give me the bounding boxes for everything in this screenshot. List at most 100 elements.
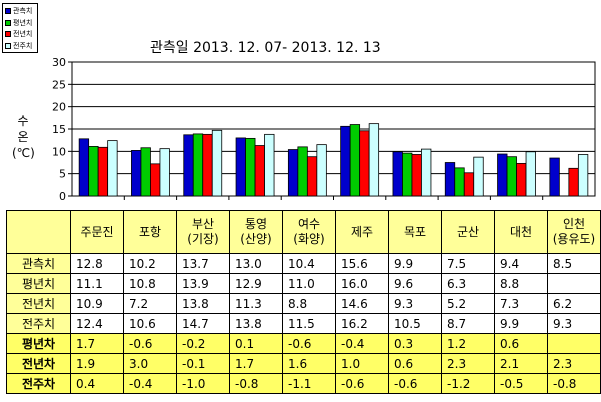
value-cell: 13.9 [176,273,230,294]
table-row: 전주차 0.4 -0.4 -1.0 -0.8 -1.1 -0.6 -0.6 -1.2 -0.5 -0… [6,373,601,394]
bar [287,149,299,197]
value-cell: -0.1 [176,353,230,374]
station-header-cell: 대천 [494,210,548,254]
legend-item: 전년치 [5,29,32,39]
bar [107,140,118,197]
bar [497,153,508,197]
bar [368,123,380,197]
legend-swatch [5,19,11,26]
value-cell: 1.9 [70,353,124,374]
value-cell: 12.8 [70,253,124,274]
value-cell: -0.8 [547,373,601,394]
y-tick-label: 5 [59,168,66,181]
value-cell: 9.4 [494,253,548,274]
station-header-cell: 여수 (화양) [282,210,336,254]
y-axis-label-line: 수 [17,114,29,128]
legend-swatch [5,42,11,49]
value-cell: 1.2 [441,333,495,354]
bar [402,152,413,197]
bar [444,162,456,197]
table-row: 평년치 11.1 10.8 13.9 12.9 11.0 16.0 9.6 6.3 8.8 [6,273,601,294]
station-name: 통영 [244,217,268,231]
value-cell: 13.7 [176,253,230,274]
station-header-cell: 제주 [335,210,389,254]
value-cell: 13.8 [229,313,283,334]
value-cell: 7.2 [123,293,177,314]
station-name: 군산 [456,224,480,239]
station-header-cell: 군산 [441,210,495,254]
station-name: 인천 [562,217,586,231]
value-cell: 0.6 [494,333,548,354]
bar [264,133,275,197]
value-cell: 10.6 [123,313,177,334]
value-cell: 9.3 [547,313,601,334]
bar [577,154,589,197]
value-cell: 9.9 [388,253,442,274]
bar [454,167,465,197]
table-row: 전년차 1.9 3.0 -0.1 1.7 1.6 1.0 0.6 2.3 2.1 2.3 [6,353,601,374]
bar-chart: 0 5 10 15 20 25 30 [52,56,596,203]
table-row: 전주치 12.4 10.6 14.7 13.8 11.5 16.2 10.5 8.7 9.9 9.3 [6,313,601,334]
table-row: 전년치 10.9 7.2 13.8 11.3 8.8 14.6 9.3 5.2 7.3 6.2 [6,293,601,314]
value-cell: 11.5 [282,313,336,334]
legend-item: 전주치 [5,41,32,51]
legend-swatch [5,31,11,37]
bar [392,151,403,197]
station-name: (용유도) [552,232,596,246]
value-cell: 10.9 [70,293,124,314]
value-cell: 9.3 [388,293,442,314]
table-header-row: 주문진 포항 부산 (기장) 통영 (산양) 여수 (화양) 제주 목포 군산 대천 인천 (용유도) [6,210,601,254]
bar [150,163,161,197]
table-row: 관측치 12.8 10.2 13.7 13.0 10.4 15.6 9.9 7.5 9.4 8.5 [6,253,601,274]
value-cell: 1.7 [70,333,124,354]
bar [516,162,527,197]
value-cell: 1.7 [229,353,283,374]
value-cell: -0.6 [282,333,336,354]
value-cell: 2.3 [547,353,601,374]
legend-label: 평년치 [13,18,33,27]
legend-label: 전주치 [13,41,33,50]
value-cell: 9.9 [494,313,548,334]
row-label-cell: 전주차 [6,373,71,394]
value-cell: -0.4 [335,333,389,354]
legend-swatch [5,8,11,14]
row-label-cell: 전년치 [6,293,71,314]
y-axis-label: 수 온 (℃) [12,113,35,161]
bar [525,151,536,197]
value-cell: 6.3 [441,273,495,294]
bar [140,147,151,197]
value-cell: 13.0 [229,253,283,274]
bar [211,129,223,197]
value-cell: 9.6 [388,273,442,294]
bar [202,133,213,197]
value-cell: 0.6 [388,353,442,374]
station-name: 포항 [138,224,162,239]
station-name: 대천 [509,224,533,239]
value-cell: 10.2 [123,253,177,274]
value-cell: -0.6 [388,373,442,394]
value-cell: -0.6 [123,333,177,354]
station-name: (산양) [240,232,272,246]
station-header-cell: 통영 (산양) [229,210,283,254]
value-cell: -0.8 [229,373,283,394]
y-axis-label-line: 온 [17,130,29,144]
bar [192,133,204,197]
value-cell: 0.4 [70,373,124,394]
y-axis-label-line: (℃) [12,146,35,160]
value-cell: 0.1 [229,333,283,354]
station-header-cell: 주문진 [70,210,124,254]
value-cell: 15.6 [335,253,389,274]
value-cell: 11.1 [70,273,124,294]
value-cell: 11.0 [282,273,336,294]
station-header-cell: 포항 [123,210,177,254]
table-row: 평년차 1.7 -0.6 -0.2 0.1 -0.6 -0.4 0.3 1.2 0.6 [6,333,601,354]
value-cell: 1.0 [335,353,389,374]
y-tick-label: 25 [52,78,66,91]
value-cell: 8.8 [282,293,336,314]
value-cell: 2.3 [441,353,495,374]
y-tick-label: 30 [52,56,66,69]
bar [568,167,579,197]
value-cell: 11.3 [229,293,283,314]
value-cell: 12.4 [70,313,124,334]
row-label-cell: 관측치 [6,253,71,274]
